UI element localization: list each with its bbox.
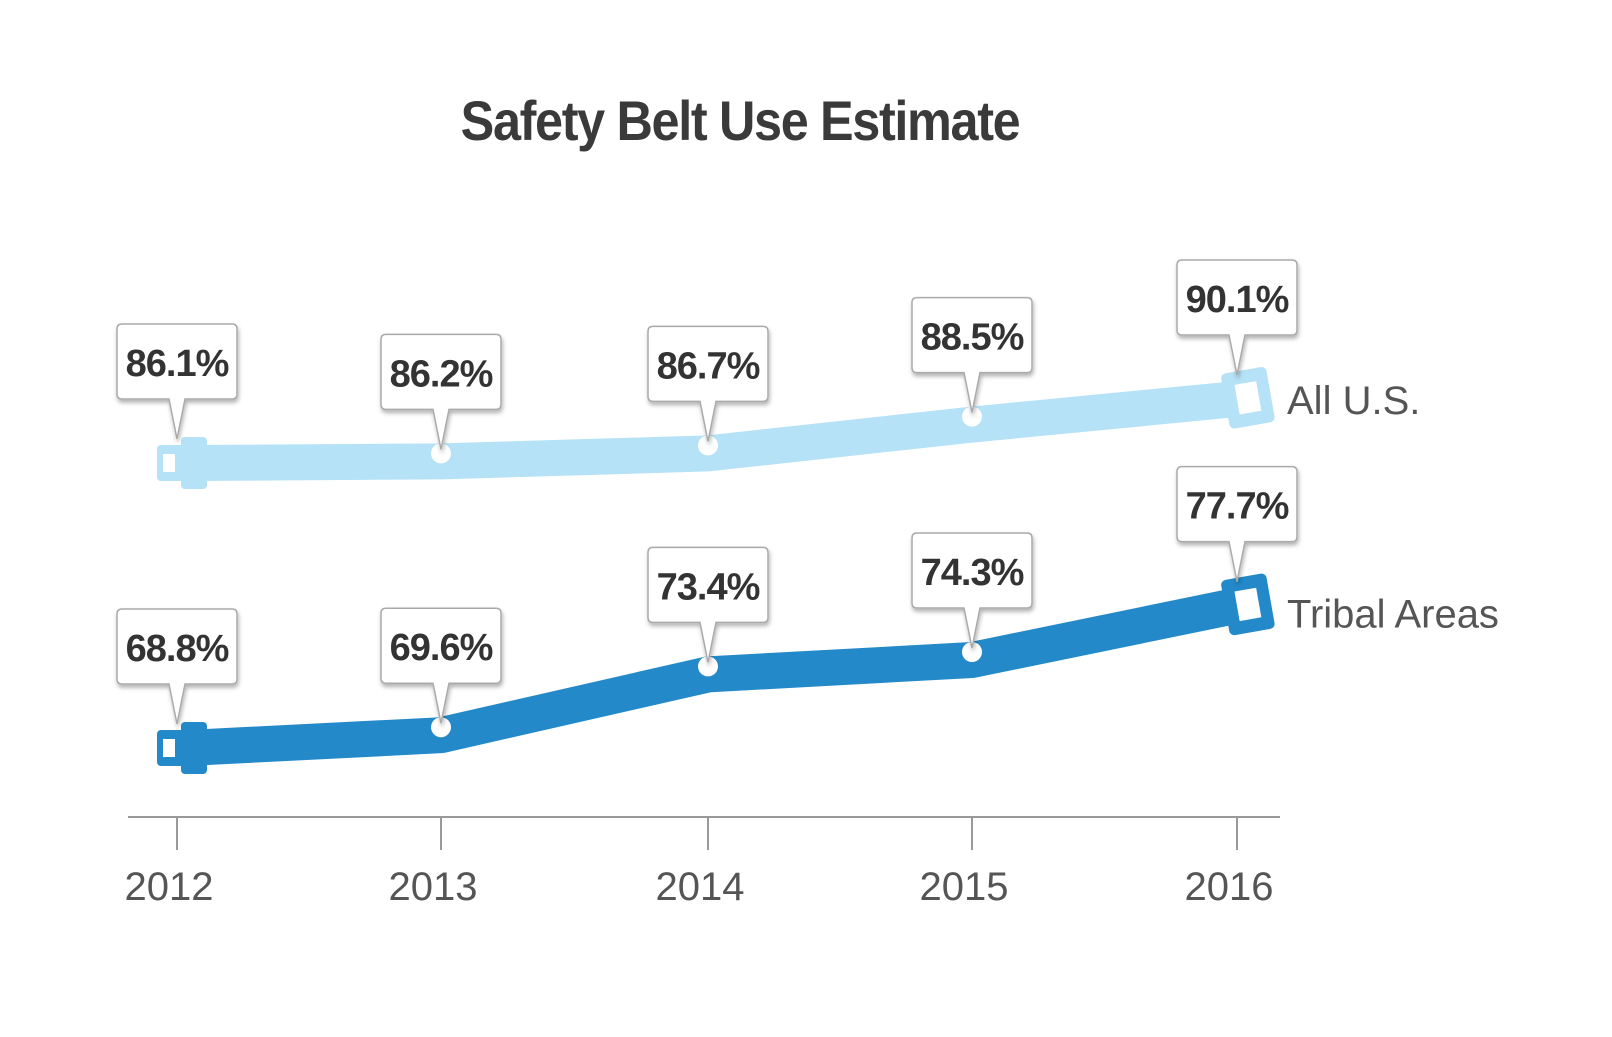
data-label: 88.5% [921, 317, 1024, 359]
legend-label: All U.S. [1287, 379, 1420, 423]
data-label: 74.3% [921, 552, 1024, 594]
belt-buckle [1221, 367, 1275, 429]
data-label: 69.6% [390, 627, 493, 669]
belt-buckle [1221, 573, 1275, 636]
data-callout [647, 325, 769, 442]
data-point [962, 406, 982, 427]
data-label: 77.7% [1186, 486, 1289, 528]
belt-start-band [181, 437, 207, 489]
chart-title: Safety Belt Use Estimate [460, 89, 1021, 152]
belt-hole [163, 739, 175, 757]
x-tick-label: 2015 [920, 865, 1009, 909]
data-point [698, 435, 718, 456]
data-label: 86.7% [657, 345, 760, 387]
belt-start-band [181, 722, 207, 774]
belt-hole [163, 454, 175, 472]
legend-label: Tribal Areas [1287, 593, 1499, 637]
data-callout [911, 296, 1033, 413]
buckle-hole [1234, 381, 1262, 415]
data-label: 86.1% [126, 343, 229, 385]
x-tick-label: 2012 [125, 865, 214, 909]
data-callout [116, 608, 238, 725]
data-callout [116, 323, 238, 440]
data-callout [380, 607, 502, 724]
data-point [962, 642, 982, 662]
data-label: 90.1% [1186, 279, 1289, 321]
buckle-hole [1234, 587, 1262, 622]
data-point [431, 443, 451, 464]
data-point [698, 656, 718, 677]
data-label: 73.4% [657, 566, 760, 608]
data-callout [380, 333, 502, 450]
data-label: 86.2% [390, 353, 493, 395]
data-callout [1176, 465, 1298, 582]
x-tick-label: 2013 [389, 865, 478, 909]
data-point [431, 717, 451, 738]
data-callout [647, 546, 769, 663]
data-label: 68.8% [126, 628, 229, 670]
data-callout [911, 532, 1033, 649]
data-callout [1176, 259, 1298, 376]
x-tick-label: 2016 [1185, 865, 1274, 909]
x-tick-label: 2014 [656, 865, 745, 909]
